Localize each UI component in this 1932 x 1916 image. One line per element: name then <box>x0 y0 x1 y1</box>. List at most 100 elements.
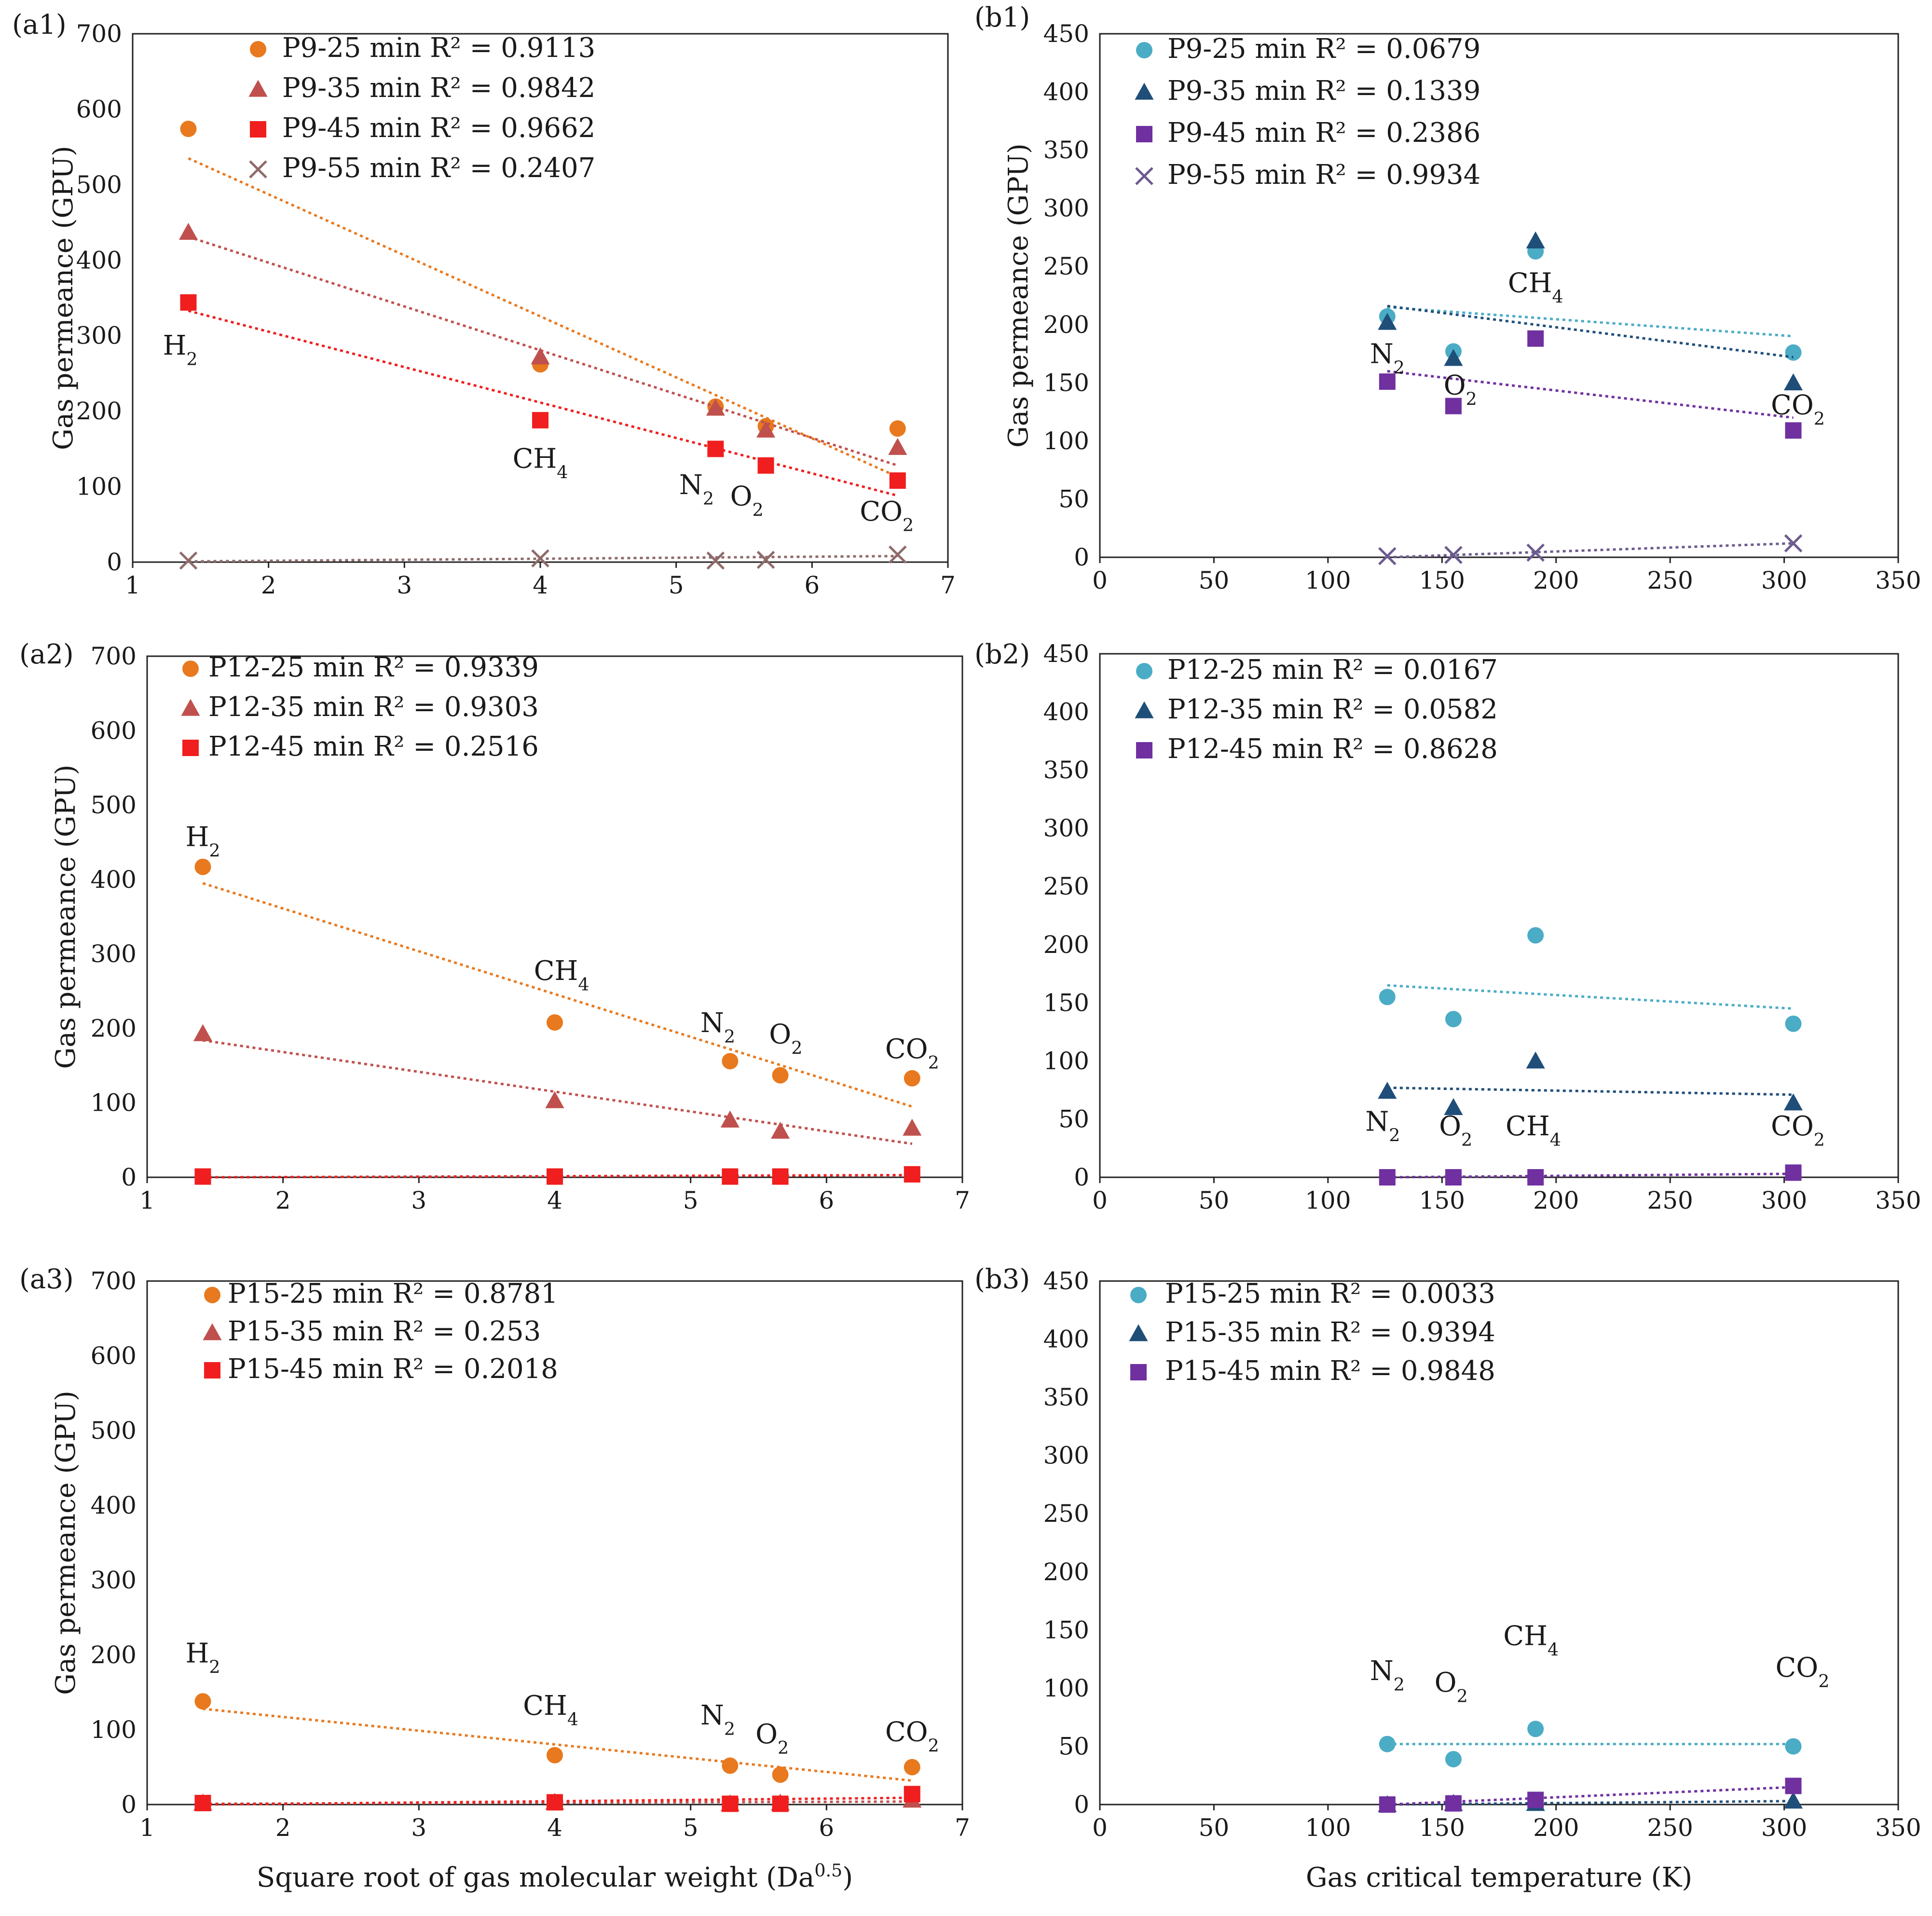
y-tick-label: 100 <box>1043 427 1089 455</box>
data-point <box>1445 1751 1462 1767</box>
series-p12-45-min <box>1379 1164 1802 1185</box>
trend-line <box>188 157 898 478</box>
panel-a1: (a1) 1 2 3 4 5 6 7 0 100 200 300 400 500 600 700 Gas per… <box>12 9 956 599</box>
gas-annotation: CO2 <box>1771 1111 1825 1150</box>
y-tick-label: 200 <box>76 397 122 425</box>
gas-annotation: O2 <box>1435 1667 1468 1707</box>
series-p15-25-min <box>1379 1721 1802 1767</box>
data-point <box>1526 1051 1545 1069</box>
y-tick-label: 250 <box>1043 872 1089 900</box>
x-tick-label: 6 <box>819 1186 834 1214</box>
gas-annotation: N2 <box>700 1007 735 1047</box>
legend-marker <box>204 1362 220 1378</box>
y-tick-label: 0 <box>121 1791 137 1819</box>
x-tick-label: 3 <box>397 571 412 599</box>
y-tick-label: 350 <box>1043 1383 1089 1411</box>
data-point <box>532 412 548 428</box>
legend-entry: P9-45 min R² = 0.9662 <box>282 112 595 144</box>
data-point <box>1783 1792 1803 1809</box>
data-point <box>545 1091 564 1108</box>
data-point <box>904 1166 920 1183</box>
y-tick-label: 300 <box>91 1566 137 1594</box>
y-tick-label: 200 <box>1043 931 1089 959</box>
y-tick-label: 400 <box>1043 698 1089 726</box>
trend-line <box>1387 370 1794 419</box>
series-p15-25-min <box>194 1693 920 1783</box>
gas-annotation: CO2 <box>885 1716 939 1756</box>
x-tick-label: 300 <box>1761 566 1807 594</box>
data-point <box>1378 547 1397 565</box>
gas-annotation: CO2 <box>885 1034 939 1073</box>
y-axis-label: Gas permeance (GPU) <box>48 146 79 450</box>
x-tick-label: 5 <box>683 1814 699 1842</box>
series-p15-45-min <box>194 1786 920 1812</box>
gas-annotation: H2 <box>185 821 220 861</box>
legend-marker <box>1136 663 1152 679</box>
data-point <box>531 347 550 365</box>
x-tick-label: 2 <box>261 571 276 599</box>
y-tick-label: 700 <box>76 20 122 48</box>
data-point <box>180 294 197 311</box>
x-tick-label: 4 <box>547 1186 562 1214</box>
series-p9-55-min <box>179 545 907 570</box>
data-point <box>1445 1795 1462 1812</box>
trend-line <box>203 1796 912 1806</box>
legend-marker <box>1135 83 1154 100</box>
y-tick-label: 0 <box>121 1163 137 1191</box>
y-tick-label: 500 <box>76 171 122 199</box>
data-point <box>1527 1721 1544 1737</box>
x-tick-label: 50 <box>1199 1814 1230 1842</box>
legend-entry: P9-55 min R² = 0.9934 <box>1167 159 1480 191</box>
y-tick-label: 450 <box>1043 640 1089 668</box>
plot-area <box>1099 1280 1899 1806</box>
data-point <box>1785 344 1802 361</box>
x-tick-label: 6 <box>819 1814 834 1842</box>
y-tick-label: 100 <box>1043 1047 1089 1075</box>
trend-line <box>1387 304 1794 358</box>
x-tick-label: 250 <box>1647 566 1693 594</box>
gas-annotation: CO2 <box>1771 389 1825 429</box>
data-point <box>1378 1082 1397 1099</box>
x-tick-label: 350 <box>1875 566 1921 594</box>
y-tick-label: 100 <box>91 1089 137 1117</box>
data-point <box>1527 1169 1544 1185</box>
legend-entry: P12-25 min R² = 0.9339 <box>208 652 539 683</box>
x-tick-label: 0 <box>1092 566 1108 594</box>
y-tick-label: 450 <box>1043 1267 1089 1295</box>
panel-b3: (b3) 0 50 100 150 200 250 300 350 0 50 100 150 200 250… <box>974 1264 1921 1893</box>
gas-annotation: CH4 <box>534 955 589 995</box>
legend-marker <box>1136 742 1152 758</box>
trend-line <box>188 554 898 563</box>
data-point <box>1379 1169 1396 1185</box>
trend-line <box>1387 1800 1794 1806</box>
legend-entry: P15-25 min R² = 0.8781 <box>228 1278 558 1309</box>
data-point <box>904 1070 920 1087</box>
legend-entry: P12-25 min R² = 0.0167 <box>1167 654 1498 686</box>
x-tick-label: 7 <box>940 571 956 599</box>
x-axis-label: Square root of gas molecular weight (Da0… <box>257 1860 853 1894</box>
legend-entry: P15-35 min R² = 0.253 <box>228 1316 541 1347</box>
gas-annotation: N2 <box>1370 1655 1405 1695</box>
data-point <box>1379 989 1396 1006</box>
series-p9-55-min <box>1378 534 1803 565</box>
trend-line <box>1387 1786 1794 1806</box>
y-tick-label: 350 <box>1043 756 1089 784</box>
data-point <box>180 121 197 138</box>
x-tick-label: 7 <box>955 1814 970 1842</box>
data-point <box>1785 1738 1802 1755</box>
y-tick-label: 150 <box>1043 1616 1089 1644</box>
y-tick-label: 700 <box>91 642 137 670</box>
panel-a2: (a2) 1 2 3 4 5 6 7 0 100 200 300 400 500 600 700 Gas per… <box>19 639 970 1214</box>
data-point <box>1785 1164 1802 1181</box>
gas-annotation: CH4 <box>1508 267 1563 307</box>
data-point <box>772 1067 789 1084</box>
legend-entry: P12-45 min R² = 0.8628 <box>1167 733 1498 765</box>
y-tick-label: 400 <box>1043 78 1089 106</box>
y-tick-label: 50 <box>1058 485 1089 513</box>
data-point <box>772 1795 789 1812</box>
panel-label: (b1) <box>974 2 1030 33</box>
x-tick-label: 200 <box>1533 1186 1579 1214</box>
legend-entry: P15-25 min R² = 0.0033 <box>1165 1278 1495 1309</box>
legend-marker <box>203 1323 222 1340</box>
y-axis-label: Gas permeance (GPU) <box>50 765 82 1069</box>
